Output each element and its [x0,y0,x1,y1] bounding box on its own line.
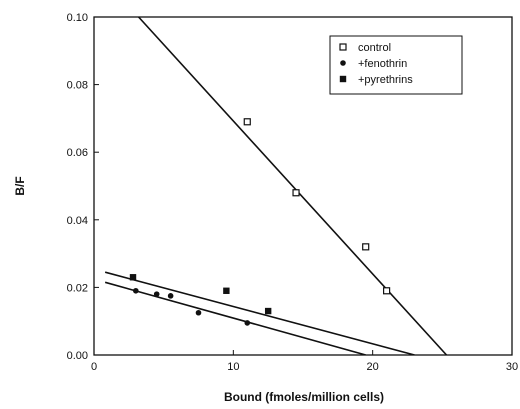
y-tick-label: 0.02 [67,282,88,294]
fit-line-control [137,17,448,355]
point-fenothrin [153,291,160,297]
point-pyrethrins [223,287,230,294]
legend-label-fenothrin: +fenothrin [358,58,407,70]
x-tick-label: 10 [227,361,239,373]
x-tick-label: 30 [506,361,518,373]
legend: control +fenothrin +pyrethrins [329,35,463,95]
point-fenothrin [244,320,251,326]
y-tick-label: 0.00 [67,350,88,362]
y-tick-label: 0.08 [67,80,88,92]
point-control [292,189,300,197]
point-control [383,287,391,295]
fit-lines [104,17,448,355]
point-fenothrin [133,287,139,294]
point-control [243,118,251,126]
y-tick-label: 0.06 [67,147,88,159]
plot-frame [93,16,513,356]
point-pyrethrins [129,274,137,281]
x-axis-ticks: 0 10 20 30 [91,350,518,373]
x-axis-label: Bound (fmoles/million cells) [224,390,384,404]
legend-box [329,35,463,95]
y-tick-label: 0.10 [67,12,88,24]
x-tick-label: 0 [91,361,97,373]
y-tick-label: 0.04 [67,215,88,227]
legend-label-pyrethrins: +pyrethrins [358,74,413,86]
y-axis-label: B/F [13,176,27,195]
point-fenothrin [167,293,174,299]
legend-label-control: control [358,42,391,54]
legend-marker-pyrethrins [339,75,347,83]
fit-line-fenothrin [104,281,366,355]
data-points [129,118,391,326]
legend-marker-fenothrin [340,60,346,66]
x-tick-label: 20 [367,361,379,373]
y-axis-ticks: 0.00 0.02 0.04 0.06 0.08 0.10 [67,12,99,362]
point-pyrethrins [264,307,272,315]
point-control [362,243,370,251]
point-fenothrin [195,309,202,316]
legend-marker-control [339,43,347,51]
fit-line-pyrethrins [104,271,415,355]
plot-axes [93,16,513,356]
